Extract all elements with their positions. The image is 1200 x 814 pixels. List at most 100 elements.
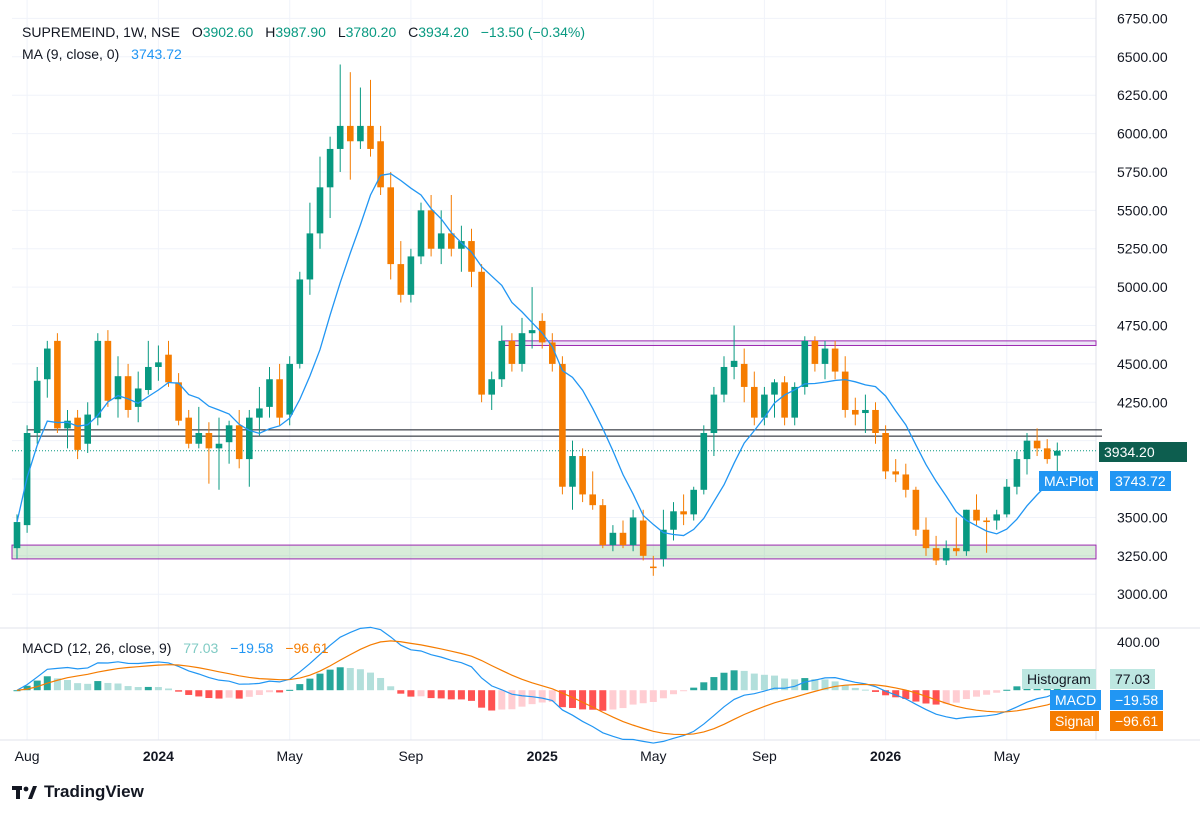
macd-histogram-bar — [346, 668, 354, 691]
time-tick-label: 2026 — [870, 748, 901, 764]
candle-body — [862, 409, 869, 414]
candle-body — [599, 505, 607, 546]
macd-histogram-bar — [892, 690, 900, 698]
macd-histogram-bar — [720, 672, 728, 691]
candle-body — [33, 380, 41, 433]
candle-body — [286, 363, 293, 415]
candle-body — [660, 529, 667, 559]
macd-histogram-bar — [498, 690, 506, 710]
macd-histogram-bar — [286, 689, 294, 691]
time-tick-label: Sep — [398, 748, 423, 764]
candle-body — [427, 210, 435, 249]
macd-histogram-bar — [861, 689, 869, 691]
candle-body — [690, 489, 697, 515]
macd-histogram-bar — [548, 690, 556, 702]
macd-histogram-bar — [811, 679, 819, 691]
candle-body — [730, 360, 738, 367]
macd-histogram-bar — [538, 690, 546, 703]
macd-legend-label: MACD (12, 26, close, 9) — [22, 640, 172, 656]
candle-body — [791, 386, 798, 418]
candle-body — [882, 432, 889, 472]
macd-histogram-bar — [599, 690, 607, 711]
chart-grid — [0, 0, 1200, 741]
macd-histogram-bar — [579, 690, 587, 710]
macd-histogram-bar — [447, 690, 455, 700]
macd-line — [16, 626, 1058, 744]
macd-histogram-bar — [94, 681, 102, 691]
change-value: −13.50 (−0.34%) — [480, 24, 586, 40]
time-axis[interactable]: Aug 2024 May Sep 2025 May Sep 2026 May — [15, 748, 1020, 764]
macd-histogram-bar — [659, 690, 667, 699]
macd-histogram-bar — [690, 687, 698, 691]
macd-histogram-bar — [670, 690, 677, 695]
candle-body — [650, 566, 657, 569]
candle-body — [963, 509, 970, 552]
candle-body — [458, 241, 465, 249]
candle-body — [377, 141, 384, 188]
tradingview-brand[interactable]: TradingView — [12, 782, 144, 802]
time-tick-label: Aug — [15, 748, 40, 764]
candle-body — [781, 382, 788, 418]
candle-body — [54, 340, 61, 429]
candle-body — [579, 456, 586, 495]
macd-histogram-bar — [639, 690, 647, 704]
candle-body — [821, 348, 829, 364]
candle-body — [1023, 440, 1031, 460]
macd-histogram-bar — [942, 690, 950, 704]
price-tick-label: 6500.00 — [1117, 49, 1168, 65]
candle-body — [872, 409, 879, 433]
macd-histogram-bar — [1003, 689, 1011, 691]
macd-histogram-bar — [872, 690, 879, 692]
macd-histogram-bar — [821, 679, 829, 691]
candle-body — [225, 425, 233, 443]
low-label: L — [337, 24, 346, 40]
macd-histogram-bar — [457, 690, 465, 700]
candle-body — [700, 432, 708, 490]
candle-body — [852, 409, 859, 415]
ma-plot-label: MA:Plot — [1039, 471, 1099, 491]
macd-histogram-bar — [417, 690, 425, 697]
candle-body — [84, 414, 91, 444]
macd-histogram-bar — [851, 687, 859, 691]
brand-name: TradingView — [44, 782, 144, 801]
price-tick-label: 4500.00 — [1117, 356, 1168, 372]
macd-histogram-bar — [740, 670, 748, 691]
tradingview-logo-icon — [12, 786, 37, 799]
macd-histogram-bar — [114, 683, 122, 691]
macd-histogram-bar — [124, 686, 132, 691]
macd-histogram-bar — [377, 677, 385, 691]
signal-value: −96.61 — [1110, 711, 1164, 731]
macd-histogram-bar — [973, 690, 980, 697]
time-tick-label: May — [276, 748, 302, 764]
candle-body — [306, 233, 314, 280]
macd-histogram-bar — [316, 673, 324, 691]
macd-histogram-bar — [235, 690, 243, 699]
macd-histogram-bar — [437, 690, 445, 699]
macd-histogram-bar — [791, 679, 799, 691]
candle-body — [993, 514, 1000, 521]
price-tick-label: 5250.00 — [1117, 241, 1168, 257]
time-tick-label: May — [994, 748, 1020, 764]
macd-legend: MACD (12, 26, close, 9) 77.03 −19.58 −96… — [22, 640, 329, 656]
last-price-tag: 3934.20 — [1099, 442, 1187, 462]
candle-body — [195, 432, 203, 444]
macd-legend-hist: 77.03 — [183, 640, 219, 656]
candle-body — [276, 379, 283, 418]
macd-histogram-bar — [569, 690, 576, 708]
price-tick-label: 5000.00 — [1117, 279, 1168, 295]
price-tick-label: 6250.00 — [1117, 87, 1168, 103]
macd-histogram-bar — [478, 690, 486, 708]
candle-body — [518, 333, 526, 364]
candle-body — [114, 376, 122, 400]
macd-histogram-bar — [104, 682, 112, 691]
candle-body — [357, 125, 364, 142]
candle-body — [437, 233, 445, 249]
macd-histogram-bar — [397, 690, 405, 694]
price-zone — [11, 544, 1097, 560]
moving-average-line — [16, 172, 1058, 537]
macd-histogram-bar — [801, 678, 809, 691]
candle-body — [155, 362, 162, 367]
price-axis[interactable]: 3000.003250.003500.003750.004250.004500.… — [1117, 10, 1168, 650]
candle-body — [922, 529, 930, 549]
